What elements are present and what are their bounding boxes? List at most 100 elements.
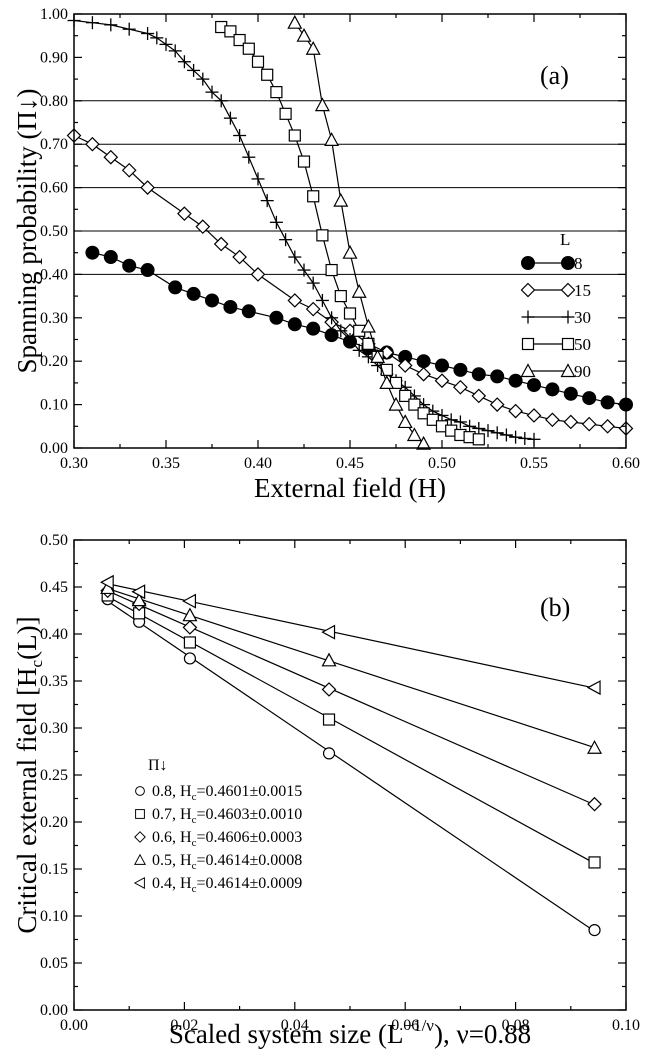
legend-label: 8	[574, 254, 583, 273]
series-open-left-triangle	[99, 574, 601, 696]
data-point	[406, 427, 422, 442]
data-point	[85, 245, 100, 260]
data-point	[481, 424, 495, 438]
legend-marker	[133, 853, 147, 865]
data-point	[582, 391, 597, 406]
data-point	[600, 395, 615, 410]
data-point	[251, 55, 265, 68]
data-point	[159, 37, 173, 51]
series-line	[294, 22, 425, 445]
panel-a-spanning-probability: 0.30 0.35 0.40 0.45 0.50 0.55 0.60 0.00 0.10 0.20…	[12, 6, 640, 503]
data-point	[183, 652, 197, 665]
fit-line	[107, 596, 595, 864]
legend-marker	[135, 786, 145, 796]
y-tick-label: 0.40	[40, 626, 68, 643]
data-point	[472, 421, 486, 435]
y-tick-label: 0.45	[40, 579, 68, 596]
x-tick-label: 0.10	[612, 1017, 640, 1034]
data-point	[122, 258, 137, 273]
x-axis-title-tail: ), ν=0.88	[434, 1019, 531, 1049]
data-point	[187, 63, 201, 77]
legend-marker	[521, 256, 535, 270]
legend-marker	[520, 363, 536, 378]
x-axis-title: Scaled system size (L−1/ν), ν=0.88	[169, 1016, 531, 1049]
data-point	[182, 593, 197, 609]
data-point	[177, 55, 191, 69]
legend-entry-L90: 90	[520, 362, 591, 381]
legend-entry-0.5: 0.5, Hc=0.4614±0.0008	[133, 852, 302, 872]
data-point	[315, 293, 329, 307]
data-point	[287, 317, 302, 332]
data-point	[140, 180, 155, 195]
data-point	[343, 333, 357, 346]
series-line	[73, 134, 627, 430]
data-point	[251, 172, 265, 186]
data-point	[121, 162, 137, 178]
legend-entry-L50: 50	[521, 335, 591, 354]
data-point	[518, 431, 532, 445]
data-point	[85, 16, 99, 30]
y-tick-label: 0.80	[40, 93, 68, 110]
legend-label: 50	[574, 335, 591, 354]
data-point	[352, 343, 366, 357]
fit-line	[107, 583, 595, 689]
panel-label: (a)	[540, 61, 569, 90]
y-tick-label: 0.10	[40, 397, 68, 414]
data-point	[489, 397, 505, 412]
x-axis-title-main: Scaled system size (L	[169, 1019, 404, 1049]
legend-label-tail: =0.4614±0.0009	[196, 875, 302, 892]
data-point	[214, 94, 228, 108]
data-point	[416, 366, 431, 382]
data-point	[306, 321, 321, 336]
series-L50	[215, 20, 485, 446]
legend-marker	[521, 337, 535, 351]
data-point	[297, 263, 311, 277]
data-point	[499, 428, 513, 442]
data-point	[306, 276, 320, 290]
legend-entry-0.6: 0.6, Hc=0.4606±0.0003	[134, 829, 302, 849]
series-open-diamond	[100, 583, 602, 812]
data-point	[279, 233, 293, 247]
data-point	[435, 358, 449, 373]
data-point	[287, 293, 303, 308]
data-point	[472, 433, 485, 446]
legend-label: 0.4, Hc=0.4614±0.0009	[152, 875, 302, 895]
data-point	[316, 229, 329, 242]
data-point	[426, 413, 439, 426]
data-point	[379, 375, 395, 389]
y-tick-label: 0.30	[40, 310, 68, 327]
data-point	[140, 263, 155, 278]
data-point	[321, 624, 336, 640]
legend-label-tail: =0.4601±0.0015	[196, 783, 302, 800]
data-point	[213, 236, 229, 252]
legend: L 8 15 30 50 90	[520, 230, 591, 381]
legend-title: Π↓	[148, 757, 168, 774]
data-point	[527, 378, 541, 393]
data-point	[287, 14, 303, 29]
x-tick-label: 0.40	[244, 455, 272, 472]
data-point	[508, 403, 523, 419]
data-point	[581, 416, 597, 432]
legend-title: L	[560, 230, 570, 249]
legend-label: 15	[574, 281, 591, 300]
data-point	[242, 42, 255, 55]
legend-label-main: 0.4, H	[152, 875, 192, 892]
data-point	[186, 286, 201, 301]
data-point	[177, 206, 192, 221]
y-tick-label: 0.15	[40, 861, 68, 878]
legend-marker	[521, 310, 535, 324]
legend-label-sub: c	[192, 837, 197, 849]
data-point	[545, 382, 560, 397]
data-point	[324, 132, 340, 146]
x-tick-label: 0.06	[391, 1017, 419, 1034]
data-point	[223, 111, 237, 125]
panel-b-critical-field: 0.00 0.02 0.04 0.06 0.08 0.10 0.00 0.05 0.10 0.15…	[12, 532, 640, 1049]
data-point	[408, 398, 421, 411]
legend-label-sub: c	[192, 883, 197, 895]
y-tick-label: 0.00	[40, 440, 68, 457]
x-tick-label: 0.08	[502, 1017, 530, 1034]
legend-label-main: 0.6, H	[152, 829, 192, 846]
legend-label-tail: =0.4603±0.0010	[196, 806, 302, 823]
series-L30	[67, 14, 541, 446]
legend-label-sub: c	[192, 814, 197, 826]
